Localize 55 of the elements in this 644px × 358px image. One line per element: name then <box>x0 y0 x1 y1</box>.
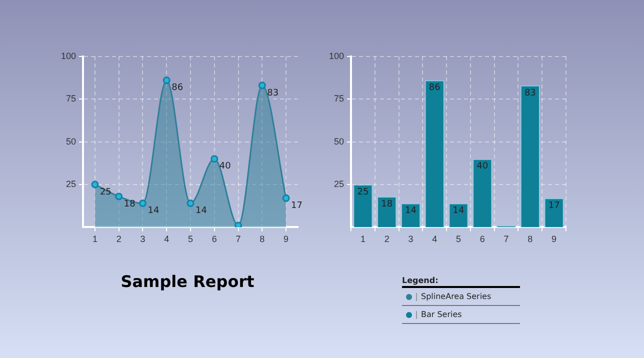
text: Sample Report <box>120 272 256 291</box>
data-label: 25 <box>357 187 369 198</box>
x-tick-label: 8 <box>260 234 265 244</box>
legend-title: Legend: <box>402 276 520 288</box>
data-label: 83 <box>524 88 536 98</box>
y-tick-label: 50 <box>334 136 344 146</box>
x-tick-label: 3 <box>140 234 146 244</box>
point <box>91 180 99 188</box>
x-tick-label: 2 <box>116 234 122 244</box>
point <box>234 222 242 228</box>
x-tick-label: 4 <box>432 234 438 244</box>
x-tick-label: 6 <box>480 234 485 244</box>
data-label: 14 <box>148 206 160 216</box>
x-tick-label: 8 <box>528 234 533 244</box>
data-label: 17 <box>548 201 560 212</box>
y-tick-label: 50 <box>66 136 76 146</box>
data-label: 14 <box>196 206 208 216</box>
point <box>186 200 194 208</box>
data-label: 17 <box>291 201 303 212</box>
text: SplineArea Series <box>421 292 492 301</box>
y-tick-label: 100 <box>60 50 76 61</box>
data-label: 25 <box>100 187 112 198</box>
x-tick-label: 5 <box>456 234 462 244</box>
x-tick-label: 3 <box>408 234 414 244</box>
point <box>115 192 123 200</box>
data-label: 83 <box>267 88 279 98</box>
x-tick-label: 7 <box>236 234 241 244</box>
x-tick-label: 9 <box>552 234 557 244</box>
point <box>210 155 218 163</box>
data-label: 40 <box>219 162 232 172</box>
data-label: 14 <box>405 206 417 216</box>
x-tick-label: 2 <box>384 234 390 244</box>
point <box>138 200 146 208</box>
y-tick-label: 25 <box>334 178 344 189</box>
x-tick-label: 6 <box>212 234 217 244</box>
y-tick-label: 75 <box>66 94 76 104</box>
x-tick-label: 1 <box>360 234 366 244</box>
x-tick-label: 5 <box>188 234 194 244</box>
x-tick-label: 1 <box>92 234 98 244</box>
text: Bar Series <box>421 310 462 319</box>
point <box>282 194 290 202</box>
y-tick-label: 75 <box>334 94 344 104</box>
data-label: 18 <box>124 199 136 210</box>
x-tick-label: 7 <box>504 234 509 244</box>
data-label: 18 <box>381 199 393 210</box>
data-label: 86 <box>428 83 441 94</box>
x-tick-label: 9 <box>284 234 289 244</box>
point <box>162 76 170 84</box>
data-label: 86 <box>172 83 184 94</box>
x-tick-label: 4 <box>164 234 170 244</box>
data-label: 40 <box>476 162 488 172</box>
y-tick-label: 100 <box>328 50 344 61</box>
point <box>258 82 266 90</box>
y-tick-label: 25 <box>66 178 76 189</box>
data-label: 14 <box>452 206 465 216</box>
